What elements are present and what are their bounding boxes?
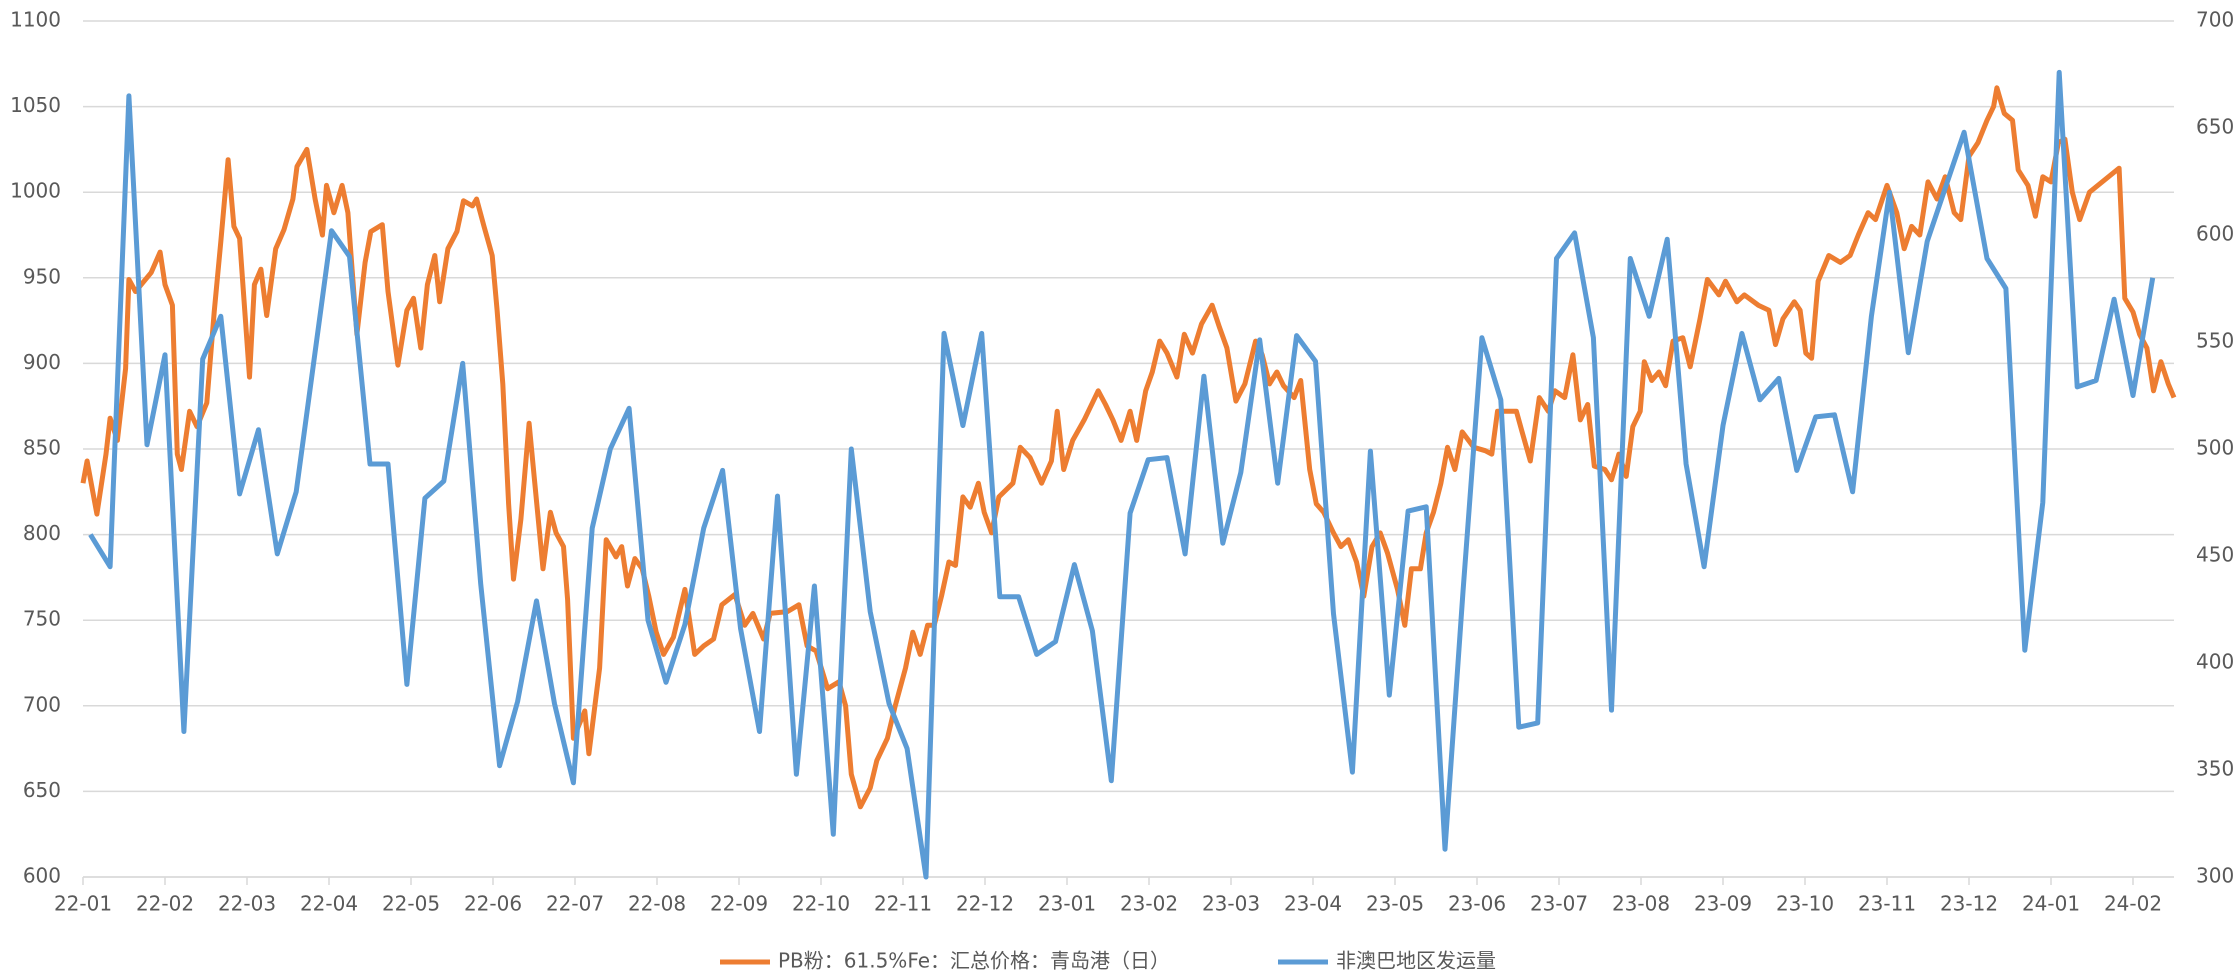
x-tick-label: 22-02 xyxy=(136,892,194,916)
legend-label: 非澳巴地区发运量 xyxy=(1336,949,1496,973)
x-tick-label: 22-03 xyxy=(218,892,276,916)
y-tick-label: 750 xyxy=(23,607,61,631)
y2-tick-label: 400 xyxy=(2196,650,2234,674)
x-tick-label: 24-02 xyxy=(2104,892,2162,916)
x-tick-label: 22-05 xyxy=(382,892,440,916)
x-tick-label: 23-09 xyxy=(1694,892,1752,916)
y-tick-label: 850 xyxy=(23,436,61,460)
x-tick-label: 22-04 xyxy=(300,892,358,916)
y-tick-label: 700 xyxy=(23,692,61,716)
x-tick-label: 23-07 xyxy=(1530,892,1588,916)
x-tick-label: 23-01 xyxy=(1038,892,1096,916)
y2-tick-label: 500 xyxy=(2196,436,2234,460)
series-line xyxy=(80,85,2177,810)
y2-tick-label: 300 xyxy=(2196,864,2234,888)
x-tick-label: 22-11 xyxy=(874,892,932,916)
x-tick-label: 23-03 xyxy=(1202,892,1260,916)
y-tick-label: 900 xyxy=(23,350,61,374)
x-tick-label: 22-08 xyxy=(628,892,686,916)
x-tick-label: 24-01 xyxy=(2022,892,2080,916)
y2-tick-label: 600 xyxy=(2196,222,2234,246)
x-tick-label: 22-07 xyxy=(546,892,604,916)
x-tick-label: 22-10 xyxy=(792,892,850,916)
y-tick-label: 800 xyxy=(23,521,61,545)
y2-tick-label: 650 xyxy=(2196,115,2234,139)
y2-tick-label: 700 xyxy=(2196,8,2234,32)
y2-tick-label: 550 xyxy=(2196,329,2234,353)
y2-tick-label: 350 xyxy=(2196,757,2234,781)
y-tick-label: 1100 xyxy=(10,8,61,32)
legend-label: PB粉：61.5%Fe：汇总价格：青岛港（日） xyxy=(778,949,1170,973)
x-tick-label: 23-11 xyxy=(1858,892,1916,916)
x-tick-label: 23-12 xyxy=(1940,892,1998,916)
x-tick-label: 23-06 xyxy=(1448,892,1506,916)
series-line xyxy=(88,69,2156,880)
x-tick-label: 23-05 xyxy=(1366,892,1424,916)
y-tick-label: 1000 xyxy=(10,179,61,203)
x-tick-label: 22-01 xyxy=(54,892,112,916)
x-tick-label: 23-08 xyxy=(1612,892,1670,916)
x-tick-label: 23-10 xyxy=(1776,892,1834,916)
x-tick-label: 22-12 xyxy=(956,892,1014,916)
x-tick-label: 23-04 xyxy=(1284,892,1342,916)
y2-tick-label: 450 xyxy=(2196,543,2234,567)
x-tick-label: 22-09 xyxy=(710,892,768,916)
x-tick-label: 22-06 xyxy=(464,892,522,916)
x-tick-label: 23-02 xyxy=(1120,892,1178,916)
y-tick-label: 600 xyxy=(23,864,61,888)
y-tick-label: 650 xyxy=(23,778,61,802)
y-tick-label: 1050 xyxy=(10,93,61,117)
y-tick-label: 950 xyxy=(23,264,61,288)
